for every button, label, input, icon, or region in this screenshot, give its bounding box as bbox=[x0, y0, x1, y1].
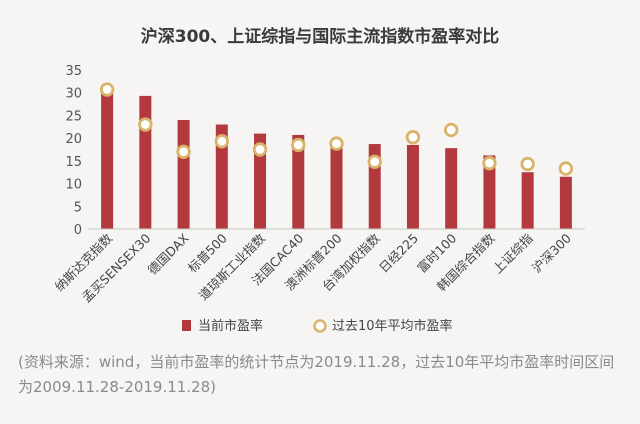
bar bbox=[330, 142, 343, 229]
avg-marker bbox=[252, 142, 268, 157]
avg-marker bbox=[138, 117, 153, 132]
avg-marker bbox=[329, 136, 344, 151]
category-label: 上证综指 bbox=[490, 231, 536, 277]
x-axis: 纳斯达克指数孟买SENSEX30德国DAX标普500道琼斯工业指数法国CAC40… bbox=[52, 228, 585, 305]
avg-marker bbox=[291, 137, 306, 153]
bar-series bbox=[101, 90, 572, 229]
legend: 当前市盈率 过去10年平均市盈率 bbox=[182, 318, 453, 334]
avg-marker bbox=[176, 144, 191, 159]
y-tick-label: 30 bbox=[65, 87, 82, 102]
source-note: (资料来源：wind，当前市盈率的统计节点为2019.11.28，过去10年平均… bbox=[18, 353, 615, 396]
bar bbox=[254, 133, 267, 229]
avg-marker bbox=[99, 82, 115, 97]
bar bbox=[177, 119, 190, 229]
y-tick-label: 35 bbox=[65, 64, 82, 79]
y-tick-label: 0 bbox=[74, 223, 82, 238]
bar bbox=[521, 172, 534, 229]
category-label: 沪深300 bbox=[529, 230, 574, 275]
category-label: 日经225 bbox=[376, 231, 421, 276]
avg-marker bbox=[405, 130, 421, 145]
y-tick-label: 10 bbox=[65, 178, 82, 193]
y-tick-label: 15 bbox=[65, 155, 82, 170]
legend-bar-label: 当前市盈率 bbox=[198, 318, 263, 334]
avg-marker bbox=[367, 154, 382, 169]
bar bbox=[101, 90, 114, 229]
bar bbox=[406, 144, 419, 229]
category-label: 孟买SENSEX30 bbox=[79, 230, 154, 305]
category-label: 德国DAX bbox=[145, 230, 192, 277]
bar bbox=[445, 148, 458, 229]
y-axis: 0 5 10 15 20 25 30 35 bbox=[65, 64, 82, 238]
bar bbox=[292, 134, 305, 229]
y-tick-label: 5 bbox=[74, 200, 82, 215]
y-tick-label: 20 bbox=[65, 132, 82, 147]
marker-series bbox=[99, 82, 574, 176]
avg-marker bbox=[482, 155, 497, 171]
bar bbox=[559, 176, 572, 229]
bar bbox=[483, 155, 496, 229]
chart-canvas: 沪深300、上证综指与国际主流指数市盈率对比 0 5 10 15 20 25 30 35 纳斯… bbox=[52, 26, 585, 334]
avg-marker bbox=[520, 156, 535, 172]
avg-marker bbox=[443, 122, 459, 138]
chart-title: 沪深300、上证综指与国际主流指数市盈率对比 bbox=[141, 26, 500, 47]
avg-marker bbox=[558, 161, 574, 176]
legend-marker-label: 过去10年平均市盈率 bbox=[332, 318, 453, 334]
avg-marker bbox=[214, 134, 230, 149]
legend-bar-swatch bbox=[182, 320, 191, 331]
bar bbox=[215, 124, 228, 229]
category-label: 道琼斯工业指数 bbox=[196, 230, 269, 303]
legend-marker-swatch bbox=[313, 319, 327, 333]
y-tick-label: 25 bbox=[65, 109, 82, 124]
bar bbox=[139, 95, 152, 229]
